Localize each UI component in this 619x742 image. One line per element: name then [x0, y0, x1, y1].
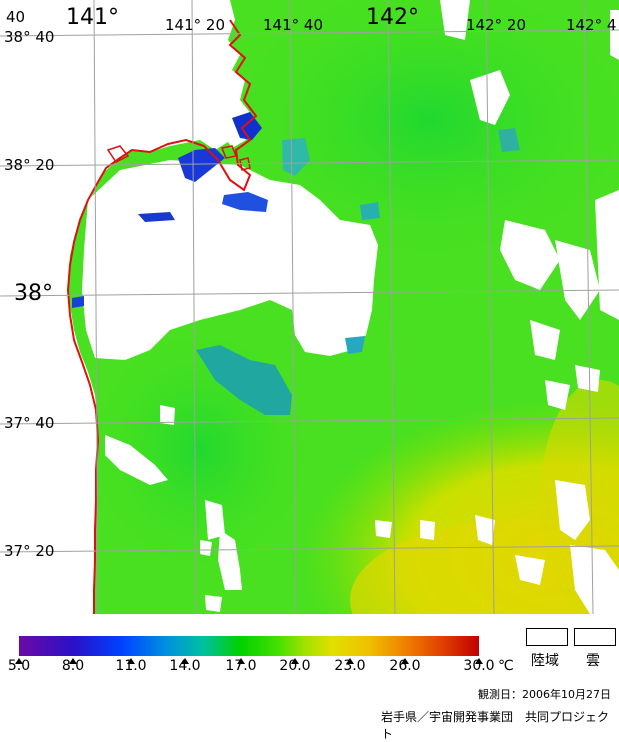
- lat-label-38-40: 38° 40: [4, 28, 54, 46]
- cyan-patch: [282, 138, 310, 176]
- cloud-legend-swatch: [574, 628, 616, 646]
- colorbar-label: 20.0: [279, 658, 311, 674]
- sst-map: 141° 141° 20 141° 40 142° 142° 20 142° 4…: [0, 0, 619, 614]
- cyan-patch: [498, 128, 520, 152]
- cool-patch: [232, 112, 262, 140]
- cloud-area: [82, 160, 378, 360]
- lat-label-37-20: 37° 20: [4, 542, 54, 560]
- colorbar-label: 8.0: [61, 658, 85, 674]
- graticule: [0, 0, 619, 614]
- colorbar-tick: [69, 658, 77, 664]
- cloud-legend-label: 雲: [586, 653, 600, 669]
- colorbar-label: 11.0: [115, 658, 147, 674]
- colorbar-tick: [401, 658, 409, 664]
- observation-date: 観測日：2006年10月27日: [478, 688, 611, 701]
- land-legend-label: 陸域: [531, 653, 559, 669]
- credit-text: 岩手県／宇宙開発事業団 共同プロジェクト: [381, 710, 610, 741]
- cyan-patch: [345, 336, 365, 354]
- lon-label-142-20: 142° 20: [466, 16, 526, 34]
- coastline-islands: [106, 145, 251, 171]
- lon-label-141: 141°: [66, 5, 119, 30]
- lat-label-38: 38°: [14, 281, 53, 306]
- colorbar-tick: [475, 658, 483, 664]
- color-bar: [19, 636, 479, 656]
- colorbar-label: 17.0: [225, 658, 257, 674]
- lat-label-38-20: 38° 20: [4, 156, 54, 174]
- colorbar-label: 26.0: [389, 658, 421, 674]
- colorbar-label: 5.0: [7, 658, 31, 674]
- scattered-clouds: [105, 0, 619, 614]
- cyan-patch: [196, 345, 292, 415]
- colorbar-tick: [15, 658, 23, 664]
- colorbar-tick: [181, 658, 189, 664]
- sea-cool-area: [230, 0, 619, 260]
- land-area: [0, 0, 252, 614]
- cool-patch: [138, 212, 175, 222]
- colorbar-tick: [291, 658, 299, 664]
- lat-label-37-40: 37° 40: [4, 414, 54, 432]
- cool-patch: [222, 192, 268, 212]
- colorbar-tick: [127, 658, 135, 664]
- lon-label-141-40: 141° 40: [263, 16, 323, 34]
- colorbar-tick: [237, 658, 245, 664]
- cyan-patch: [360, 202, 380, 220]
- unit-label: ℃: [498, 658, 514, 674]
- legend-panel: 5.0 8.0 11.0 14.0 17.0 20.0 23.0 26.0 30…: [0, 614, 619, 741]
- colorbar-label: 14.0: [169, 658, 201, 674]
- colorbar-tick: [346, 658, 354, 664]
- colorbar-label: 23.0: [334, 658, 366, 674]
- cool-patch: [72, 296, 84, 308]
- corner-label-40: 40: [6, 8, 25, 26]
- colorbar-label: 30.0: [463, 658, 495, 674]
- land-legend-swatch: [526, 628, 568, 646]
- lon-label-142: 142°: [366, 5, 419, 30]
- lon-label-141-20: 141° 20: [165, 16, 225, 34]
- lon-label-142-40: 142° 4: [566, 16, 616, 34]
